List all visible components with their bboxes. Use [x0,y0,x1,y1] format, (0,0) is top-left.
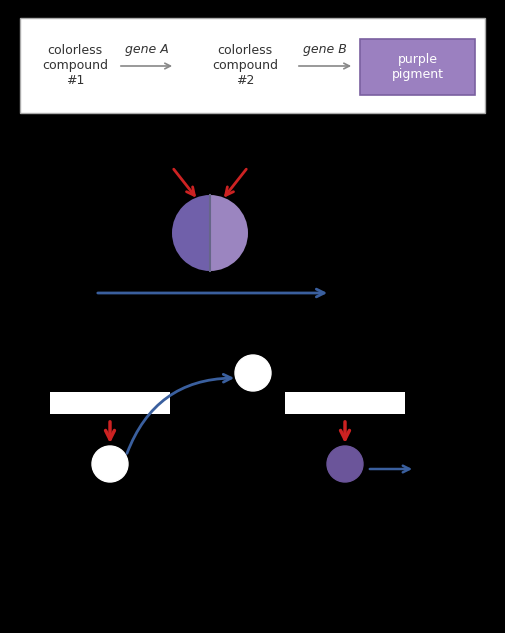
Text: colorless
compound
#1: colorless compound #1 [42,44,108,87]
Text: gene A: gene A [125,44,169,56]
Circle shape [327,446,363,482]
FancyBboxPatch shape [360,39,475,95]
FancyBboxPatch shape [285,392,405,414]
Text: colorless
compound
#2: colorless compound #2 [212,44,278,87]
Wedge shape [210,195,248,271]
FancyBboxPatch shape [50,392,170,414]
Circle shape [92,446,128,482]
Text: gene B: gene B [303,44,347,56]
FancyBboxPatch shape [20,18,485,113]
Wedge shape [172,195,210,271]
Text: purple
pigment: purple pigment [391,53,443,81]
Circle shape [235,355,271,391]
